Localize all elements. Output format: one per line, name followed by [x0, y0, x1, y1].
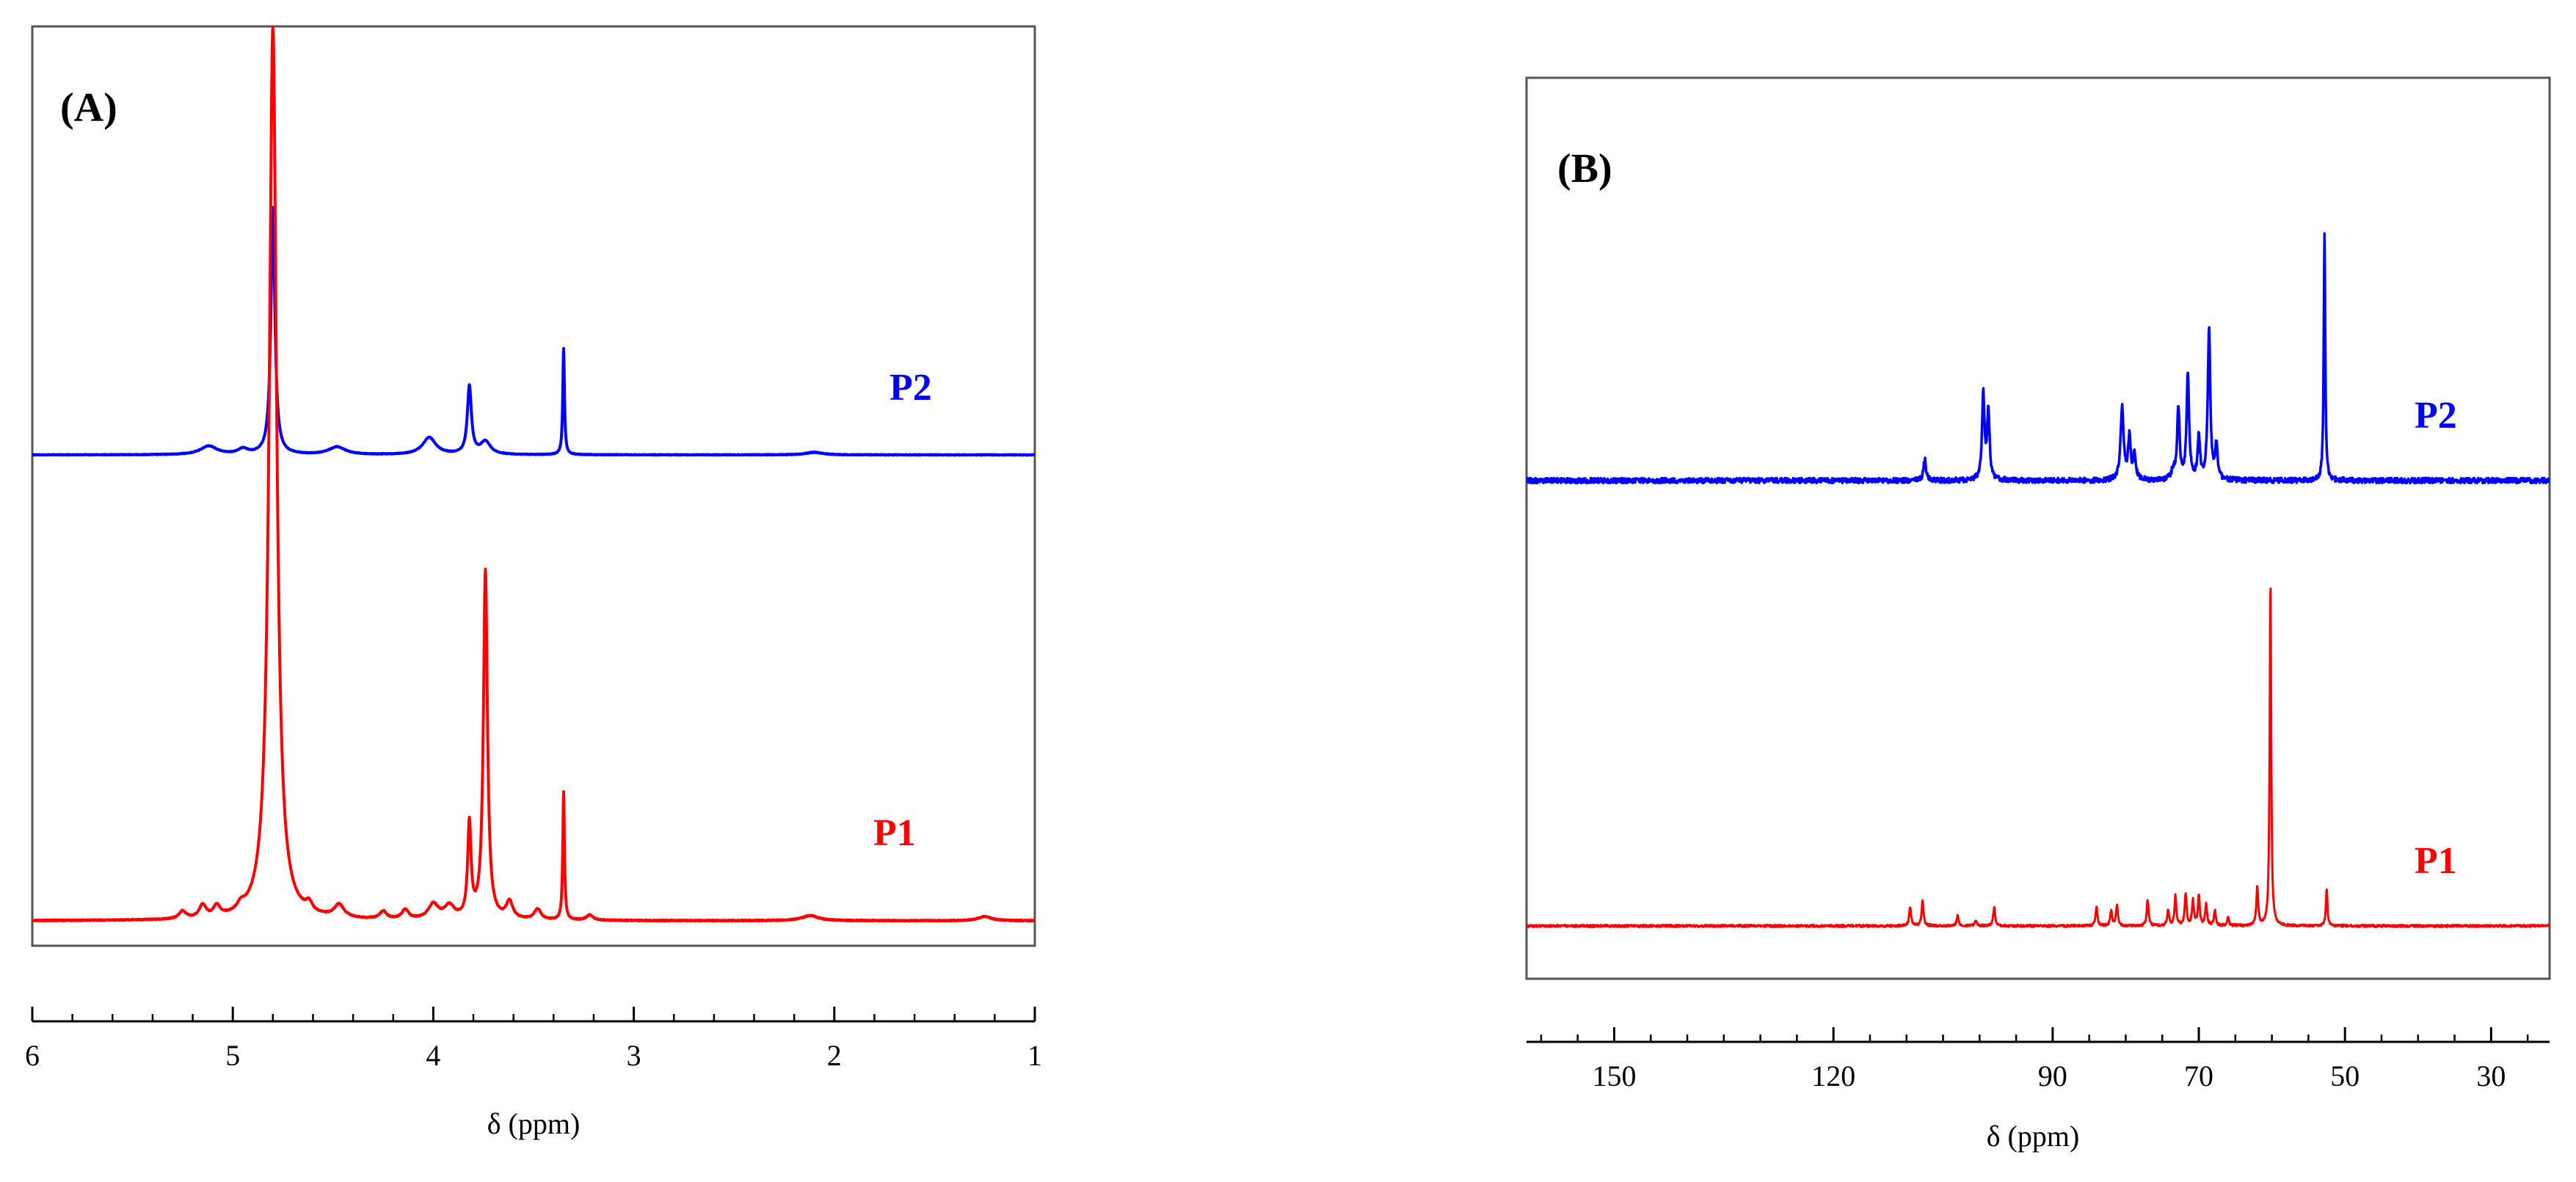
x-tick-label: 70: [2184, 1059, 2213, 1092]
x-tick-label: 2: [827, 1039, 842, 1072]
panel-a: (A) P2 P1 6 5 4 3 2 1 δ (ppm): [25, 25, 1042, 1140]
panel-b-x-axis-title: δ (ppm): [1987, 1120, 2080, 1153]
x-tick-label: 3: [627, 1039, 641, 1072]
x-tick-label: 50: [2330, 1059, 2359, 1092]
series-line-p2: [32, 205, 1035, 457]
x-tick-label: 4: [426, 1039, 440, 1072]
x-tick-label: 30: [2476, 1059, 2506, 1092]
x-tick-label: 6: [25, 1039, 40, 1072]
panel-b-x-axis: 150 120 90 70 50 30: [1527, 1027, 2550, 1092]
panel-a-label: (A): [60, 85, 117, 131]
x-tick-label: 120: [1811, 1059, 1855, 1092]
panel-b-label: (B): [1557, 146, 1612, 191]
series-line-p1: [32, 26, 1035, 923]
panel-a-x-axis: 6 5 4 3 2 1: [25, 1007, 1042, 1072]
panel-b-series-label-p2: P2: [2415, 395, 2457, 437]
panel-b-series-label-p1: P1: [2415, 840, 2457, 882]
panel-b-traces: [1527, 232, 2550, 928]
x-tick-label: 150: [1592, 1059, 1636, 1092]
panel-a-series-label-p2: P2: [889, 367, 932, 409]
x-tick-label: 90: [2038, 1059, 2067, 1092]
panel-b: (B) P2 P1 150 120 90 70 50 30 δ (ppm): [1525, 76, 2551, 1153]
panel-a-traces: [32, 26, 1035, 923]
series-line-p1: [1527, 587, 2550, 928]
panel-a-frame: [31, 25, 1036, 947]
x-tick-label: 1: [1027, 1039, 1042, 1072]
x-tick-label: 5: [225, 1039, 240, 1072]
series-line-p2: [1527, 232, 2550, 485]
panel-b-frame: [1525, 76, 2551, 980]
panel-a-series-label-p1: P1: [873, 812, 916, 854]
panel-a-x-axis-title: δ (ppm): [487, 1107, 581, 1140]
